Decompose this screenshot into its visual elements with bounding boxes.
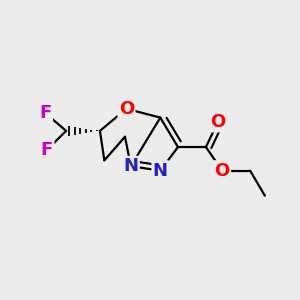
Text: F: F bbox=[41, 141, 53, 159]
Text: O: O bbox=[119, 100, 134, 118]
Text: O: O bbox=[214, 162, 230, 180]
Text: N: N bbox=[153, 162, 168, 180]
Text: O: O bbox=[210, 113, 225, 131]
Text: F: F bbox=[39, 104, 52, 122]
Text: N: N bbox=[123, 157, 138, 175]
